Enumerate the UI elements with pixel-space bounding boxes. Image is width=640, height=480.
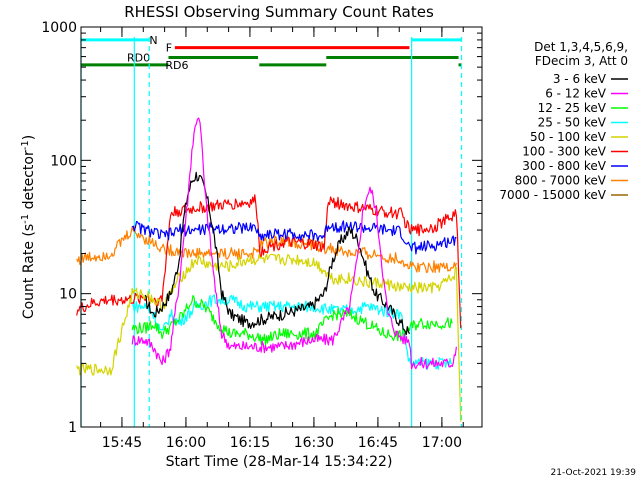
- x-tick-label: 16:30: [294, 435, 334, 451]
- flag-bars: NF RD0 RD6: [81, 34, 462, 72]
- series-line: [131, 295, 453, 346]
- series-group: [76, 117, 462, 422]
- series-line: [76, 253, 462, 422]
- flag-bar-label: RD6: [165, 59, 188, 72]
- legend-label: 12 - 25 keV: [538, 101, 607, 115]
- series-line: [131, 220, 457, 255]
- flag-bar-label: RD0: [127, 52, 150, 65]
- plot-frame: [80, 26, 483, 428]
- flag-bar-label: F: [166, 42, 172, 55]
- y-tick-label: 1: [68, 420, 77, 436]
- x-tick-label: 16:45: [358, 435, 398, 451]
- x-tick-label: 17:00: [422, 435, 462, 451]
- x-axis: 15:45 16:00 16:15 16:30 16:45 17:00: [100, 27, 464, 451]
- region-lines: [80, 37, 463, 427]
- x-tick-label: 15:45: [102, 435, 142, 451]
- y-tick-label: 1000: [41, 20, 77, 36]
- y-tick-label: 10: [59, 287, 77, 303]
- legend-label: 300 - 800 keV: [522, 159, 606, 173]
- legend-label: 800 - 7000 keV: [515, 174, 607, 188]
- y-tick-label: 100: [50, 153, 77, 169]
- series-line: [131, 117, 457, 370]
- legend-header-line2: FDecim 3, Att 0: [535, 54, 628, 68]
- series-line: [76, 194, 462, 329]
- legend-label: 25 - 50 keV: [538, 116, 607, 130]
- legend: Det 1,3,4,5,6,9, FDecim 3, Att 0 3 - 6 k…: [499, 40, 628, 202]
- x-tick-label: 16:00: [166, 435, 206, 451]
- legend-header-line1: Det 1,3,4,5,6,9,: [534, 40, 628, 54]
- legend-label: 3 - 6 keV: [553, 72, 607, 86]
- chart-title: RHESSI Observing Summary Count Rates: [124, 3, 434, 21]
- series-line: [76, 225, 457, 273]
- series-line: [131, 293, 453, 370]
- y-axis: 1 10 100 1000: [41, 20, 482, 436]
- legend-label: 7000 - 15000 keV: [499, 188, 606, 202]
- y-axis-label: Count Rate (s-1 detector-1): [20, 135, 37, 319]
- x-tick-label: 16:15: [230, 435, 270, 451]
- legend-label: 6 - 12 keV: [545, 87, 607, 101]
- timestamp: 21-Oct-2021 19:39: [551, 468, 637, 478]
- flag-bar-label: N: [149, 34, 157, 47]
- legend-label: 100 - 300 keV: [522, 145, 606, 159]
- legend-label: 50 - 100 keV: [530, 130, 607, 144]
- series-line: [144, 171, 411, 336]
- x-axis-label: Start Time (28-Mar-14 15:34:22): [166, 454, 393, 470]
